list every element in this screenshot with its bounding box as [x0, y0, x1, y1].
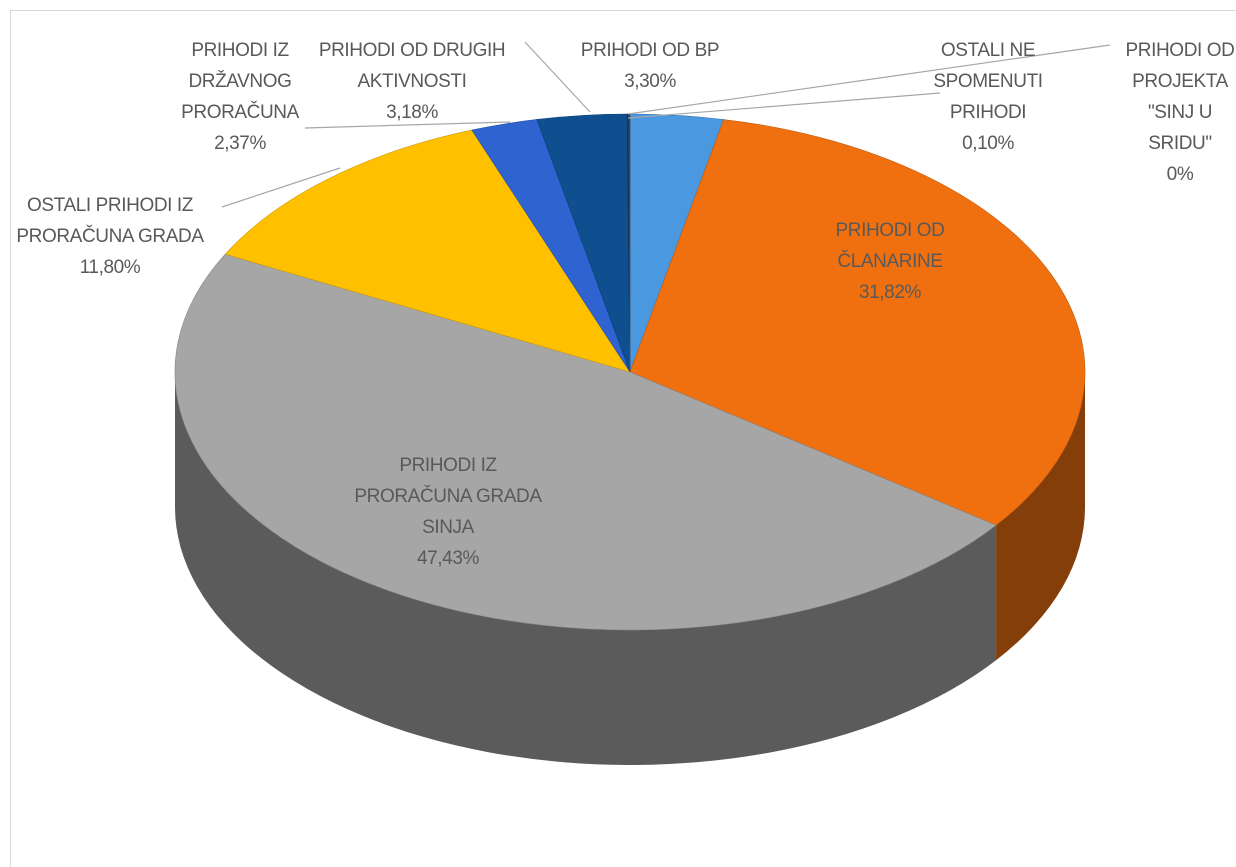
slice-side	[996, 372, 1085, 661]
value-label: 47,43%	[416, 548, 480, 569]
value-label: 2,37%	[214, 133, 266, 154]
data-label: PRIHODI OD DRUGIH AKTIVNOSTI 3,18%	[317, 35, 507, 128]
value-label: 11,80%	[79, 257, 141, 278]
category-label: OSTALI NE SPOMENUTI PRIHODI	[933, 40, 1043, 123]
leader-line	[627, 44, 1111, 115]
data-label: PRIHODI IZ PRORAČUNA GRADA SINJA 47,43%	[338, 450, 558, 574]
chart-frame	[10, 10, 1236, 867]
leader-line	[524, 41, 591, 113]
pie-slice	[629, 119, 1086, 526]
data-label: OSTALI PRIHODI IZ PRORAČUNA GRADA 11,80%	[10, 190, 210, 283]
value-label: 31,82%	[858, 282, 922, 303]
leader-line	[221, 167, 341, 208]
category-label: PRIHODI OD PROJEKTA "SINJ U SRIDU"	[1125, 40, 1235, 154]
category-label: OSTALI PRIHODI IZ PRORAČUNA GRADA	[16, 195, 204, 247]
data-label: OSTALI NE SPOMENUTI PRIHODI 0,10%	[923, 35, 1053, 159]
category-label: PRIHODI IZ PRORAČUNA GRADA SINJA	[354, 455, 542, 538]
category-label: PRIHODI OD ČLANARINE	[835, 220, 945, 272]
pie-slice	[174, 253, 997, 631]
data-label: PRIHODI OD BP 3,30%	[560, 35, 740, 97]
category-label: PRIHODI IZ DRŽAVNOG PRORAČUNA	[181, 40, 299, 123]
category-label: PRIHODI OD DRUGIH AKTIVNOSTI	[318, 40, 506, 92]
slice-side	[175, 372, 997, 765]
data-label: PRIHODI OD PROJEKTA "SINJ U SRIDU" 0%	[1125, 35, 1235, 190]
category-label: PRIHODI OD BP	[580, 40, 720, 61]
leader-line	[627, 92, 941, 119]
pie-slice	[224, 129, 631, 373]
value-label: 0%	[1166, 164, 1194, 185]
value-label: 0,10%	[962, 133, 1014, 154]
value-label: 3,30%	[624, 71, 676, 92]
value-label: 3,18%	[386, 102, 438, 123]
leader-line	[304, 121, 511, 129]
data-label: PRIHODI IZ DRŽAVNOG PRORAČUNA 2,37%	[175, 35, 305, 159]
data-label: PRIHODI OD ČLANARINE 31,82%	[815, 215, 965, 308]
